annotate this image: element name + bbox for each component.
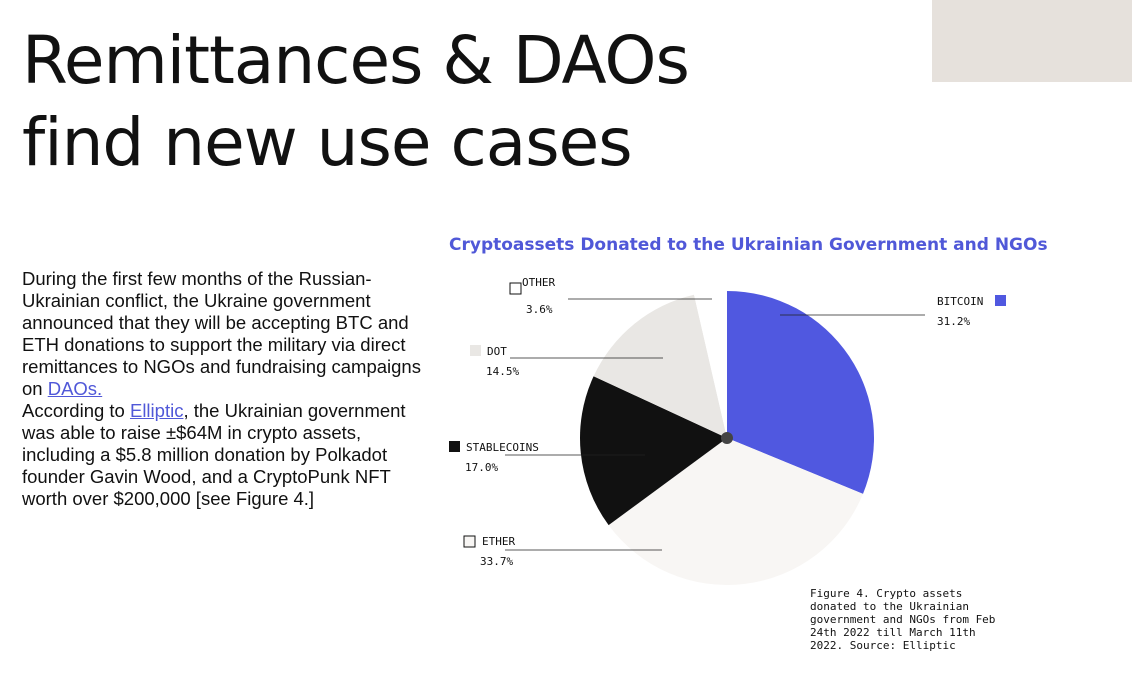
pie-slice-ether: [608, 438, 863, 586]
paragraph-2-prefix: According to: [22, 400, 130, 421]
legend-swatch-dot: [470, 345, 481, 356]
pie-slice-bitcoin: [727, 291, 875, 494]
legend-swatch-other: [509, 282, 522, 295]
slice-value-other: 3.6%: [526, 303, 553, 316]
slice-label-dot: DOT: [487, 345, 507, 358]
slice-value-dot: 14.5%: [486, 365, 519, 378]
slice-label-bitcoin: BITCOIN: [937, 295, 983, 308]
slice-label-stablecoins: STABLECOINS: [466, 441, 539, 454]
daos-link[interactable]: DAOs.: [47, 378, 103, 399]
pie-slice-dot: [593, 294, 727, 438]
title-line-1: Remittances & DAOs: [22, 22, 690, 99]
figure-caption: Figure 4. Crypto assets donated to the U…: [810, 587, 996, 652]
elliptic-link[interactable]: Elliptic: [129, 400, 184, 421]
chart-title: Cryptoassets Donated to the Ukrainian Go…: [449, 235, 1048, 255]
legend-swatch-stablecoins: [449, 441, 460, 452]
legend-swatch-bitcoin: [995, 295, 1006, 306]
paragraph-2: According to Elliptic, the Ukrainian gov…: [22, 400, 422, 510]
slice-label-other: OTHER: [522, 276, 555, 289]
title-line-2: find new use cases: [22, 104, 633, 181]
paragraph-1-text: During the first few months of the Russi…: [22, 268, 421, 399]
pie-center-dot: [721, 432, 733, 444]
slice-value-ether: 33.7%: [480, 555, 513, 568]
paragraph-2-text: , the Ukrainian government was able to r…: [22, 400, 406, 509]
pie-slice-stablecoins: [580, 376, 727, 526]
corner-decoration: [932, 0, 1132, 82]
page-title: Remittances & DAOs find new use cases: [22, 20, 690, 184]
slice-value-stablecoins: 17.0%: [465, 461, 498, 474]
slice-value-bitcoin: 31.2%: [937, 315, 970, 328]
body-text: During the first few months of the Russi…: [22, 268, 422, 510]
slice-label-ether: ETHER: [482, 535, 515, 548]
legend-swatch-ether: [463, 535, 476, 548]
paragraph-1: During the first few months of the Russi…: [22, 268, 422, 400]
pie-slice-other: [694, 291, 727, 438]
